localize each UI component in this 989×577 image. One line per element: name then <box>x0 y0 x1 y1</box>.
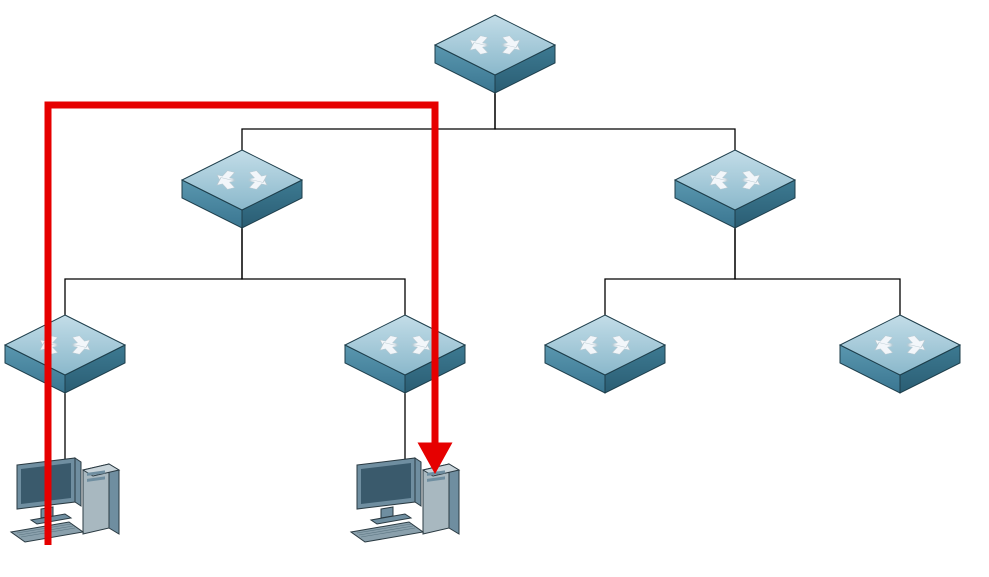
link <box>65 228 242 330</box>
switch-icon <box>840 315 960 393</box>
link <box>735 228 900 330</box>
switch-icon <box>5 315 125 393</box>
link-layer <box>65 93 900 467</box>
pc-icon <box>11 458 119 542</box>
link <box>605 228 735 330</box>
link <box>242 228 405 330</box>
link <box>495 93 735 165</box>
switch-icon <box>675 150 795 228</box>
switch-icon <box>345 315 465 393</box>
switch-icon <box>182 150 302 228</box>
switch-icon <box>435 15 555 93</box>
pc-icon <box>351 458 459 542</box>
switch-icon <box>545 315 665 393</box>
